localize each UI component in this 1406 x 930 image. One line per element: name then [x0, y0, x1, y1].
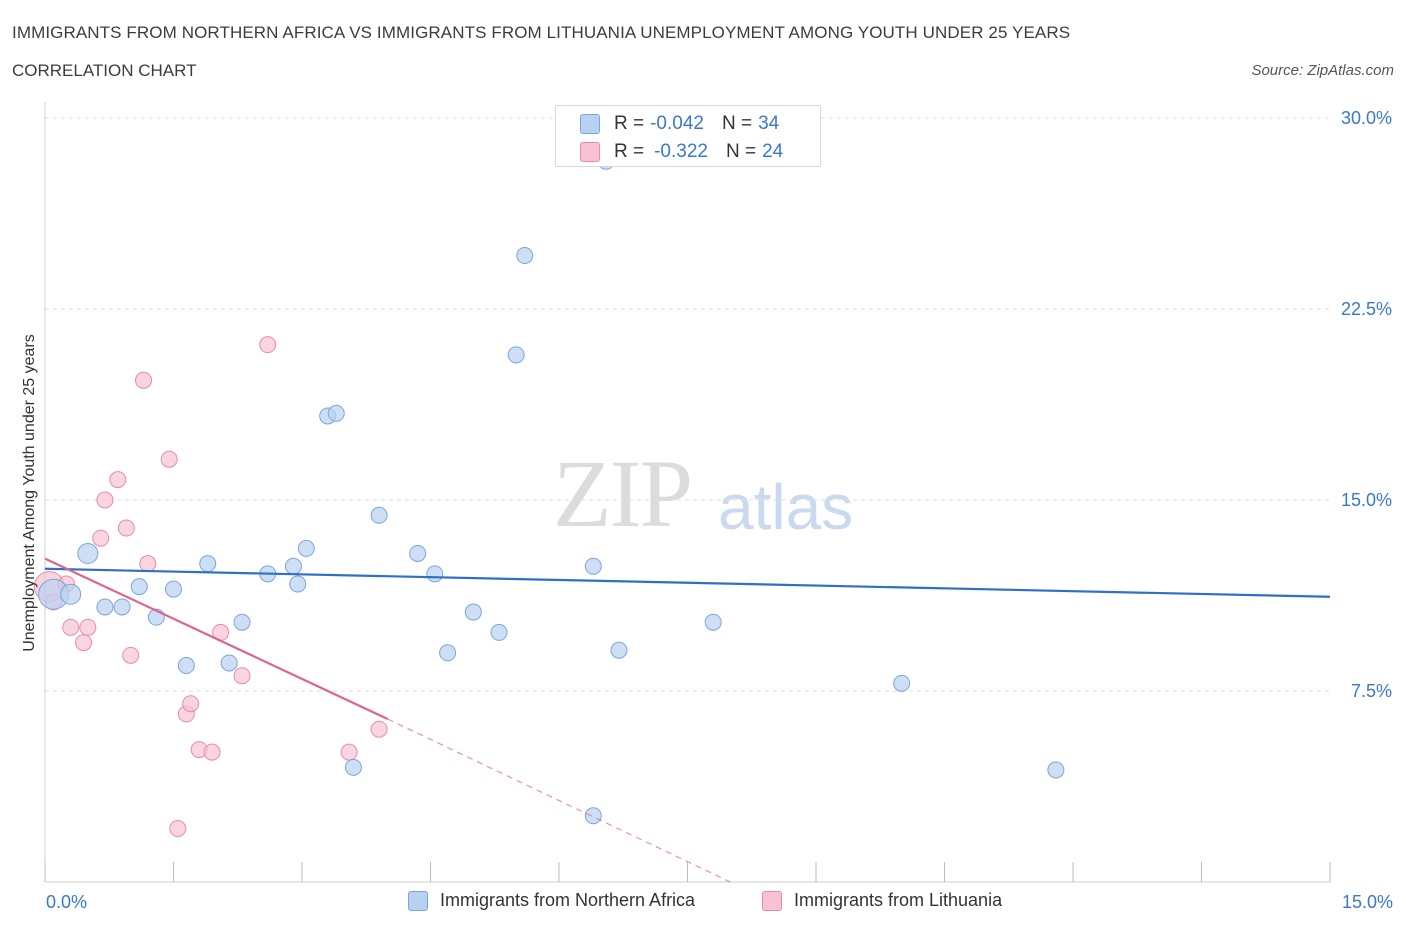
data-point-northern-africa: [284, 557, 302, 575]
data-point-lithuania: [75, 634, 93, 652]
correlation-legend: R = -0.042 N = 34 R = -0.322 N = 24: [555, 105, 821, 167]
data-point-northern-africa: [464, 603, 482, 621]
legend-swatch-pink: [762, 890, 782, 911]
data-point-northern-africa: [490, 623, 508, 641]
data-point-northern-africa: [584, 557, 602, 575]
legend-swatch-blue: [408, 890, 428, 911]
data-point-northern-africa: [60, 583, 82, 605]
legend-swatch-blue: [580, 114, 600, 134]
r-label: R =: [614, 113, 645, 134]
data-point-lithuania: [135, 371, 153, 389]
data-point-northern-africa: [439, 644, 457, 662]
data-point-lithuania: [96, 491, 114, 509]
y-tick-label: 30.0%: [1341, 108, 1392, 128]
data-point-northern-africa: [893, 674, 911, 692]
y-tick-label: 7.5%: [1351, 681, 1392, 701]
chart-title: IMMIGRANTS FROM NORTHERN AFRICA VS IMMIG…: [12, 23, 1071, 42]
r-label: R =: [614, 141, 645, 162]
data-point-lithuania: [122, 646, 140, 664]
data-point-lithuania: [233, 667, 251, 685]
data-point-lithuania: [203, 743, 221, 761]
legend-item-northern-africa[interactable]: Immigrants from Northern Africa: [408, 890, 695, 911]
data-point-lithuania: [79, 618, 97, 636]
data-point-northern-africa: [327, 404, 345, 422]
n-label: N =: [721, 113, 753, 134]
data-point-northern-africa: [113, 598, 131, 616]
data-point-northern-africa: [610, 641, 628, 659]
data-point-northern-africa: [516, 247, 534, 265]
y-tick-label: 22.5%: [1341, 299, 1392, 319]
data-point-lithuania: [109, 471, 127, 489]
data-point-northern-africa: [409, 544, 427, 562]
legend-label: Immigrants from Northern Africa: [440, 890, 696, 910]
data-point-northern-africa: [165, 580, 182, 598]
r-value: -0.042: [650, 113, 704, 134]
data-point-northern-africa: [220, 654, 238, 672]
n-value: 24: [762, 141, 784, 162]
watermark-atlas: atlas: [718, 471, 854, 543]
data-point-northern-africa: [77, 542, 99, 564]
n-value: 34: [758, 113, 780, 134]
data-point-northern-africa: [507, 346, 525, 364]
r-value: -0.322: [654, 141, 708, 162]
data-point-lithuania: [92, 529, 110, 547]
data-point-lithuania: [139, 555, 157, 573]
n-label: N =: [725, 141, 757, 162]
data-point-northern-africa: [177, 657, 195, 675]
data-point-northern-africa: [426, 565, 444, 583]
chart-subtitle: CORRELATION CHART: [12, 61, 197, 80]
data-point-northern-africa: [130, 578, 148, 596]
data-point-northern-africa: [370, 506, 388, 524]
legend-item-lithuania[interactable]: Immigrants from Lithuania: [762, 890, 1002, 911]
data-point-northern-africa: [199, 555, 217, 573]
data-point-lithuania: [117, 519, 135, 537]
trendline-lithuania: [44, 557, 389, 721]
source-credit: Source: ZipAtlas.com: [1251, 62, 1394, 79]
data-point-northern-africa: [96, 598, 114, 616]
trendline-northern-africa: [44, 567, 1331, 598]
y-axis-label: Unemployment Among Youth under 25 years: [21, 334, 38, 652]
data-point-northern-africa: [297, 539, 315, 557]
data-point-lithuania: [160, 450, 178, 468]
legend-label: Immigrants from Lithuania: [794, 890, 1003, 910]
data-point-lithuania: [370, 720, 388, 738]
legend-row-northern-africa: R = -0.042 N = 34: [580, 112, 779, 136]
data-point-northern-africa: [289, 575, 307, 593]
x-tick-label: 15.0%: [1342, 892, 1393, 912]
legend-row-lithuania: R = -0.322 N = 24: [580, 140, 783, 164]
x-tick-label: 0.0%: [46, 892, 87, 912]
legend-swatch-pink: [580, 142, 600, 162]
data-point-northern-africa: [344, 758, 362, 776]
data-point-northern-africa: [704, 613, 722, 631]
data-point-northern-africa: [233, 613, 251, 631]
data-point-northern-africa: [1047, 761, 1065, 779]
data-point-northern-africa: [584, 807, 602, 825]
trendline-lithuania-extension: [387, 718, 731, 883]
data-point-lithuania: [182, 695, 200, 713]
data-point-lithuania: [259, 336, 277, 354]
data-point-lithuania: [62, 618, 80, 636]
watermark-zip: ZIP: [553, 440, 693, 547]
data-point-lithuania: [169, 820, 187, 838]
y-tick-label: 15.0%: [1341, 490, 1392, 510]
data-point-lithuania: [340, 743, 358, 761]
